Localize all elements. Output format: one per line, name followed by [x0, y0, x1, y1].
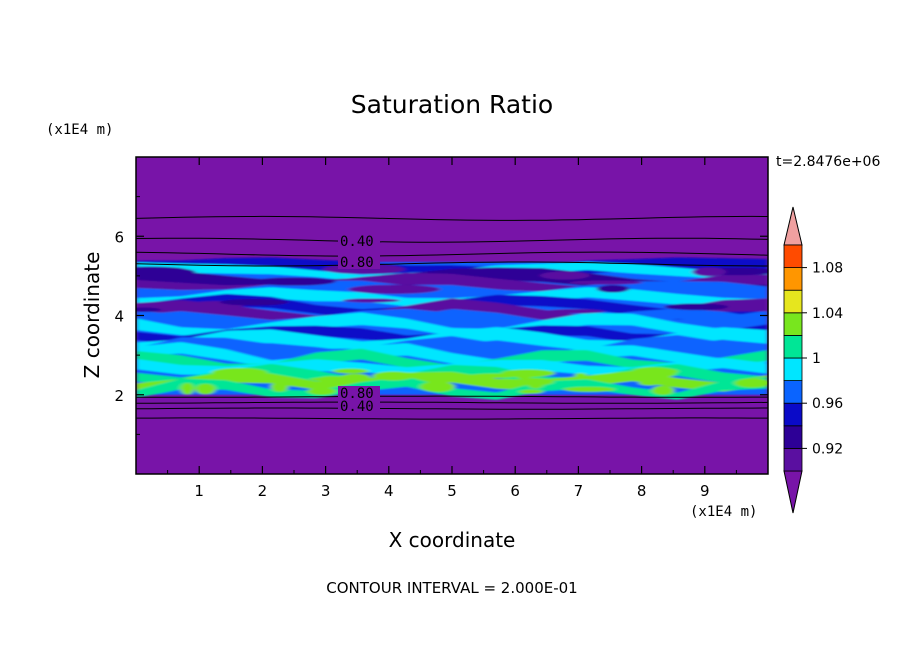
colorbar-swatch	[783, 312, 803, 336]
contour-lines	[136, 215, 768, 420]
contour-label-1: 0.40	[340, 234, 374, 250]
x-axis: 1 2 3 4 5 6 7 8 9	[167, 157, 737, 500]
colorbar-tick-label: 0.92	[812, 441, 843, 457]
field-patch	[630, 367, 677, 379]
field-patch	[526, 378, 545, 389]
x-tick-label: 4	[384, 482, 394, 500]
field-streak	[348, 284, 441, 294]
colorbar-tick-label: 1	[812, 351, 821, 367]
y-tick-label: 6	[114, 228, 124, 246]
x-tick-label: 1	[194, 482, 204, 500]
colorbar-swatch	[783, 289, 803, 314]
field-patch	[501, 369, 555, 378]
colorbar-tick-label: 1.08	[812, 261, 843, 277]
colorbar-swatch	[783, 357, 803, 382]
field-streak	[664, 303, 729, 311]
colorbar-swatch	[783, 244, 803, 269]
x-tick-label: 9	[700, 482, 710, 500]
x-unit-label: (x1E4 m)	[690, 504, 757, 520]
contour-line	[136, 407, 768, 410]
field-patch	[734, 378, 768, 388]
field-patch	[307, 387, 336, 395]
field-patch	[180, 382, 195, 395]
x-tick-label: 7	[574, 482, 584, 500]
field-patch	[270, 381, 289, 392]
y-tick-label: 4	[114, 308, 124, 326]
field-patch	[340, 373, 371, 382]
field-patch	[195, 383, 216, 395]
y-axis-label: Z coordinate	[80, 252, 104, 379]
colorbar-swatch	[783, 334, 803, 359]
field-patch	[211, 368, 268, 377]
chart-title: Saturation Ratio	[351, 90, 553, 119]
field-streak	[219, 299, 288, 306]
x-tick-label: 3	[321, 482, 331, 500]
field-patch	[372, 371, 415, 381]
field-patch	[332, 368, 369, 374]
y-axis: 2 4 6	[114, 196, 768, 435]
contour-line	[136, 237, 768, 243]
colorbar-swatch	[783, 267, 803, 291]
contour-line	[136, 215, 768, 221]
colorbar-tick-label: 1.04	[812, 306, 843, 322]
field-bands	[136, 257, 768, 400]
contour-line	[136, 417, 768, 420]
colorbar-swatch	[783, 447, 803, 472]
contour-line	[136, 401, 768, 404]
y-tick-label: 2	[114, 387, 124, 405]
field-streak	[252, 277, 336, 286]
x-axis-label: X coordinate	[389, 528, 516, 552]
contour-label-4: 0.40	[340, 399, 374, 415]
contour-line	[136, 395, 768, 398]
contour-labels: 0.40 0.80 0.80 0.40	[338, 232, 380, 415]
x-tick-label: 8	[637, 482, 647, 500]
colorbar-tick-label: 0.96	[812, 396, 843, 412]
contour-label-2: 0.80	[340, 255, 374, 271]
plot-area	[136, 157, 768, 474]
field-streak	[569, 280, 643, 285]
field-streak	[136, 307, 162, 312]
field-streak	[136, 266, 188, 274]
field-patch	[420, 381, 455, 393]
colorbar: 0.92 0.96 1 1.04 1.08	[783, 206, 843, 514]
contour-interval-note: CONTOUR INTERVAL = 2.000E-01	[326, 579, 577, 597]
colorbar-swatch	[783, 380, 803, 404]
field-band	[136, 312, 768, 339]
field-band	[136, 370, 768, 393]
field-patch	[651, 385, 675, 395]
field-streak	[545, 309, 605, 314]
field-patch	[563, 386, 615, 392]
field-patch	[638, 381, 661, 386]
contour-line	[136, 261, 768, 267]
contour-label-3: 0.80	[340, 386, 374, 402]
field-streak	[596, 285, 630, 293]
field-patch	[574, 373, 587, 378]
x-tick-label: 2	[258, 482, 268, 500]
field-streak	[342, 298, 400, 303]
field-patch	[432, 377, 446, 386]
field-band	[136, 257, 768, 278]
field-patch	[519, 389, 544, 394]
x-tick-label: 5	[447, 482, 457, 500]
y-unit-label: (x1E4 m)	[46, 122, 113, 138]
colorbar-over-arrow	[783, 206, 803, 246]
colorbar-under-arrow	[783, 470, 803, 514]
x-tick-label: 6	[510, 482, 520, 500]
time-label: t=2.8476e+06	[776, 154, 880, 170]
contour-line	[136, 251, 768, 257]
field-patch	[516, 373, 533, 380]
field-streak	[540, 271, 590, 280]
field-streak	[692, 267, 727, 277]
colorbar-swatch	[783, 402, 803, 427]
colorbar-swatch	[783, 425, 803, 449]
